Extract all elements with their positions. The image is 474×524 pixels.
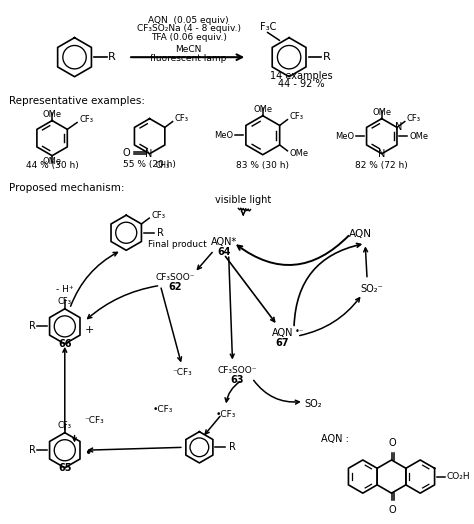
Text: Final product: Final product [148, 240, 207, 249]
Text: CF₃SOO⁻: CF₃SOO⁻ [218, 366, 257, 375]
Text: O: O [389, 505, 396, 515]
Text: AQN: AQN [349, 228, 372, 239]
Text: CF₃: CF₃ [174, 114, 189, 123]
Text: CO₂H: CO₂H [447, 472, 470, 481]
Text: 44 - 92 %: 44 - 92 % [278, 80, 325, 90]
Text: 14 examples: 14 examples [271, 71, 333, 81]
Text: +: + [84, 325, 94, 335]
Text: N: N [395, 123, 402, 133]
Text: AQN  (0.05 equiv): AQN (0.05 equiv) [148, 16, 229, 25]
Text: 82 % (72 h): 82 % (72 h) [356, 161, 408, 170]
Text: •CF₃: •CF₃ [216, 410, 236, 419]
Text: CF₃: CF₃ [407, 114, 421, 123]
Text: R: R [28, 445, 36, 455]
Text: OMe: OMe [409, 132, 428, 140]
Text: 65: 65 [58, 463, 72, 473]
Text: MeO: MeO [335, 132, 355, 140]
Text: R: R [228, 442, 236, 452]
Text: AQN*: AQN* [210, 237, 237, 247]
Text: 44 % (30 h): 44 % (30 h) [26, 161, 79, 170]
Text: AQN: AQN [272, 328, 293, 338]
Text: •CF₃: •CF₃ [152, 405, 173, 414]
Text: CF₃: CF₃ [151, 211, 165, 220]
Text: MeCN: MeCN [175, 45, 202, 54]
Text: R: R [323, 52, 331, 62]
Text: R: R [28, 321, 36, 331]
Text: - H⁺: - H⁺ [56, 285, 73, 294]
Text: MeO: MeO [214, 130, 234, 140]
Text: OMe: OMe [290, 149, 309, 158]
Text: 63: 63 [231, 375, 244, 385]
Text: 83 % (30 h): 83 % (30 h) [236, 161, 289, 170]
Text: fluorescent lamp: fluorescent lamp [150, 53, 227, 63]
Text: SO₂: SO₂ [305, 399, 322, 409]
Text: TFA (0.06 equiv.): TFA (0.06 equiv.) [151, 33, 227, 42]
Text: N: N [378, 149, 385, 159]
Text: AQN :: AQN : [321, 433, 349, 443]
Text: R: R [108, 52, 116, 62]
Text: •: • [84, 446, 91, 460]
Text: CF₃: CF₃ [290, 112, 303, 121]
Text: Representative examples:: Representative examples: [9, 96, 145, 106]
Text: OMe: OMe [253, 105, 273, 114]
Text: CF₃SOO⁻: CF₃SOO⁻ [155, 273, 195, 282]
Text: visible light: visible light [215, 194, 272, 204]
Text: 62: 62 [168, 282, 182, 292]
Text: ⁻CF₃: ⁻CF₃ [172, 368, 191, 377]
Text: 66: 66 [58, 339, 72, 349]
Text: •⁻: •⁻ [295, 327, 304, 336]
Text: OMe: OMe [43, 110, 62, 119]
Text: ⁻CF₃: ⁻CF₃ [84, 417, 104, 425]
Text: CF₃: CF₃ [79, 115, 93, 124]
Text: 64: 64 [217, 247, 230, 257]
Text: CF₃SO₂Na (4 - 8 equiv.): CF₃SO₂Na (4 - 8 equiv.) [137, 25, 241, 34]
Text: F₃C: F₃C [260, 21, 277, 31]
Text: N: N [145, 149, 152, 159]
Text: OMe: OMe [372, 108, 392, 117]
Text: OMe: OMe [43, 157, 62, 167]
Text: CH₃: CH₃ [155, 160, 170, 170]
Text: R: R [157, 228, 164, 238]
Text: CF₃: CF₃ [58, 297, 72, 306]
Text: 55 % (20 h): 55 % (20 h) [123, 160, 176, 169]
Text: O: O [389, 438, 396, 449]
Text: O: O [122, 148, 130, 158]
Text: Proposed mechanism:: Proposed mechanism: [9, 183, 125, 193]
Text: 67: 67 [275, 338, 289, 348]
Text: CF₃: CF₃ [58, 421, 72, 430]
Text: SO₂⁻: SO₂⁻ [361, 285, 383, 294]
